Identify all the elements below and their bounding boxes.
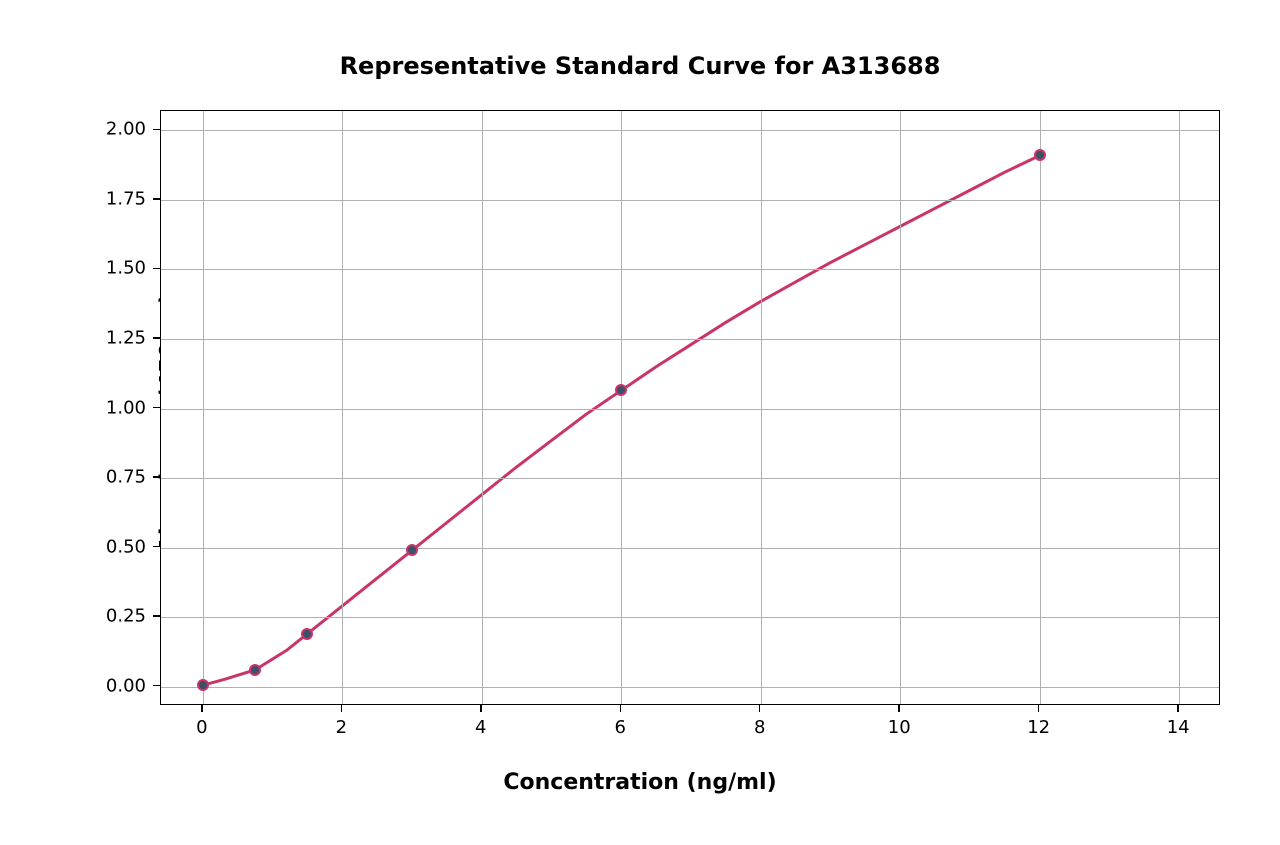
x-tick-label: 14 (1167, 717, 1190, 738)
grid-line-h (161, 200, 1219, 201)
y-tick-label: 1.25 (106, 327, 146, 348)
tick-mark-y (153, 198, 160, 200)
y-tick-label: 0.00 (106, 675, 146, 696)
x-tick-label: 2 (336, 717, 347, 738)
y-tick-label: 1.75 (106, 188, 146, 209)
grid-line-h (161, 130, 1219, 131)
tick-mark-y (153, 546, 160, 548)
data-point (197, 679, 209, 691)
tick-mark-y (153, 476, 160, 478)
grid-line-h (161, 617, 1219, 618)
x-tick-label: 4 (475, 717, 486, 738)
tick-mark-y (153, 685, 160, 687)
data-point (301, 628, 313, 640)
tick-mark-x (898, 705, 900, 712)
x-tick-label: 12 (1027, 717, 1050, 738)
x-tick-label: 0 (196, 717, 207, 738)
y-tick-label: 0.75 (106, 467, 146, 488)
tick-mark-x (1177, 705, 1179, 712)
tick-mark-x (1038, 705, 1040, 712)
tick-mark-y (153, 129, 160, 131)
x-tick-label: 10 (888, 717, 911, 738)
tick-mark-y (153, 337, 160, 339)
data-point (1034, 149, 1046, 161)
plot-area (160, 110, 1220, 705)
x-tick-label: 8 (754, 717, 765, 738)
tick-mark-x (201, 705, 203, 712)
data-point (249, 664, 261, 676)
y-tick-label: 0.50 (106, 536, 146, 557)
y-tick-label: 2.00 (106, 119, 146, 140)
tick-mark-y (153, 615, 160, 617)
y-tick-label: 1.50 (106, 258, 146, 279)
tick-mark-x (620, 705, 622, 712)
data-point (615, 384, 627, 396)
tick-mark-y (153, 407, 160, 409)
x-tick-label: 6 (615, 717, 626, 738)
tick-mark-x (759, 705, 761, 712)
tick-mark-x (341, 705, 343, 712)
x-axis-label: Concentration (ng/ml) (503, 770, 776, 795)
y-tick-label: 1.00 (106, 397, 146, 418)
y-tick-label: 0.25 (106, 606, 146, 627)
grid-line-h (161, 339, 1219, 340)
grid-line-h (161, 687, 1219, 688)
grid-line-h (161, 548, 1219, 549)
chart-container: Representative Standard Curve for A31368… (0, 0, 1280, 845)
data-point (406, 544, 418, 556)
grid-line-h (161, 478, 1219, 479)
grid-line-h (161, 269, 1219, 270)
tick-mark-y (153, 268, 160, 270)
grid-line-h (161, 409, 1219, 410)
tick-mark-x (480, 705, 482, 712)
chart-title: Representative Standard Curve for A31368… (340, 52, 941, 80)
